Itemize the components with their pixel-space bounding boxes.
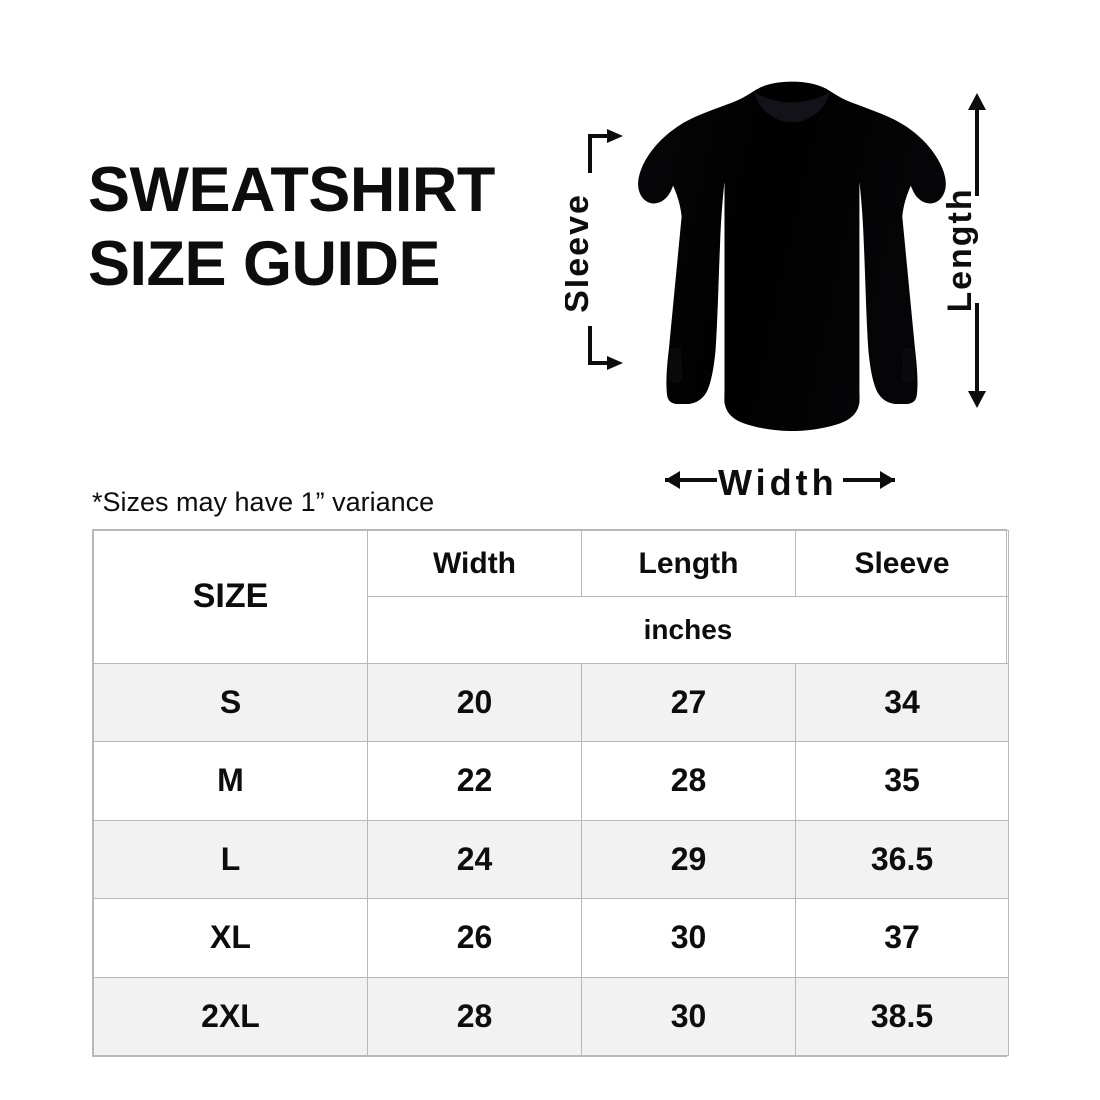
svg-text:Sleeve: Sleeve — [565, 193, 596, 313]
svg-text:Length: Length — [941, 190, 979, 310]
